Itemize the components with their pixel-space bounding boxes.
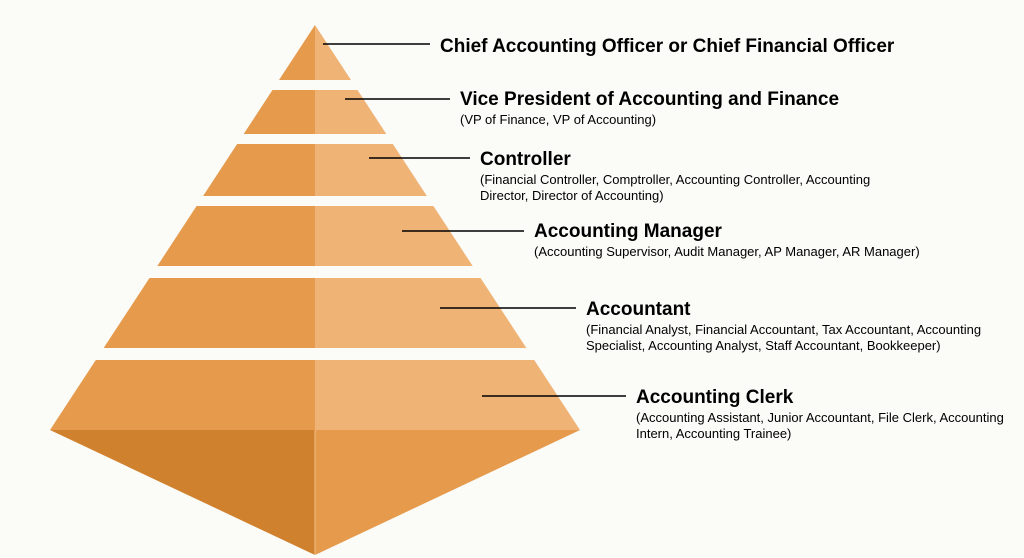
tier-label-5-subtitle: (Financial Analyst, Financial Accountant… xyxy=(586,322,1024,355)
tier-label-4: Accounting Manager(Accounting Supervisor… xyxy=(534,220,920,260)
tier-label-2: Vice President of Accounting and Finance… xyxy=(460,88,839,128)
pyramid-tier-5-right xyxy=(315,278,526,348)
tier-label-6: Accounting Clerk(Accounting Assistant, J… xyxy=(636,386,1024,442)
tier-label-1-title: Chief Accounting Officer or Chief Financ… xyxy=(440,35,894,59)
pyramid-tier-4-left xyxy=(157,206,315,266)
tier-label-6-subtitle: (Accounting Assistant, Junior Accountant… xyxy=(636,410,1024,443)
pyramid-tier-3-right xyxy=(315,144,427,196)
tier-label-4-subtitle: (Accounting Supervisor, Audit Manager, A… xyxy=(534,244,920,260)
tier-label-1: Chief Accounting Officer or Chief Financ… xyxy=(440,35,894,59)
tier-label-4-title: Accounting Manager xyxy=(534,220,920,244)
pyramid-tier-3-left xyxy=(203,144,315,196)
tier-label-2-title: Vice President of Accounting and Finance xyxy=(460,88,839,112)
tier-label-5: Accountant(Financial Analyst, Financial … xyxy=(586,298,1024,354)
pyramid-tier-2-left xyxy=(244,90,315,134)
tier-label-3-title: Controller xyxy=(480,148,920,172)
pyramid-base-right xyxy=(315,430,580,555)
tier-label-5-title: Accountant xyxy=(586,298,1024,322)
pyramid-svg xyxy=(0,0,1024,558)
pyramid-tier-6-right xyxy=(315,360,580,430)
tier-label-6-title: Accounting Clerk xyxy=(636,386,1024,410)
pyramid-tier-5-left xyxy=(104,278,315,348)
tier-label-2-subtitle: (VP of Finance, VP of Accounting) xyxy=(460,112,839,128)
pyramid-base-left xyxy=(50,430,315,555)
pyramid-tier-4-right xyxy=(315,206,473,266)
pyramid-tier-2-right xyxy=(315,90,386,134)
tier-label-3-subtitle: (Financial Controller, Comptroller, Acco… xyxy=(480,172,920,205)
pyramid-tier-6-left xyxy=(50,360,315,430)
pyramid-tier-1-left xyxy=(279,25,315,80)
tier-label-3: Controller(Financial Controller, Comptro… xyxy=(480,148,920,204)
pyramid-tier-1-right xyxy=(315,25,351,80)
diagram-stage: Chief Accounting Officer or Chief Financ… xyxy=(0,0,1024,558)
